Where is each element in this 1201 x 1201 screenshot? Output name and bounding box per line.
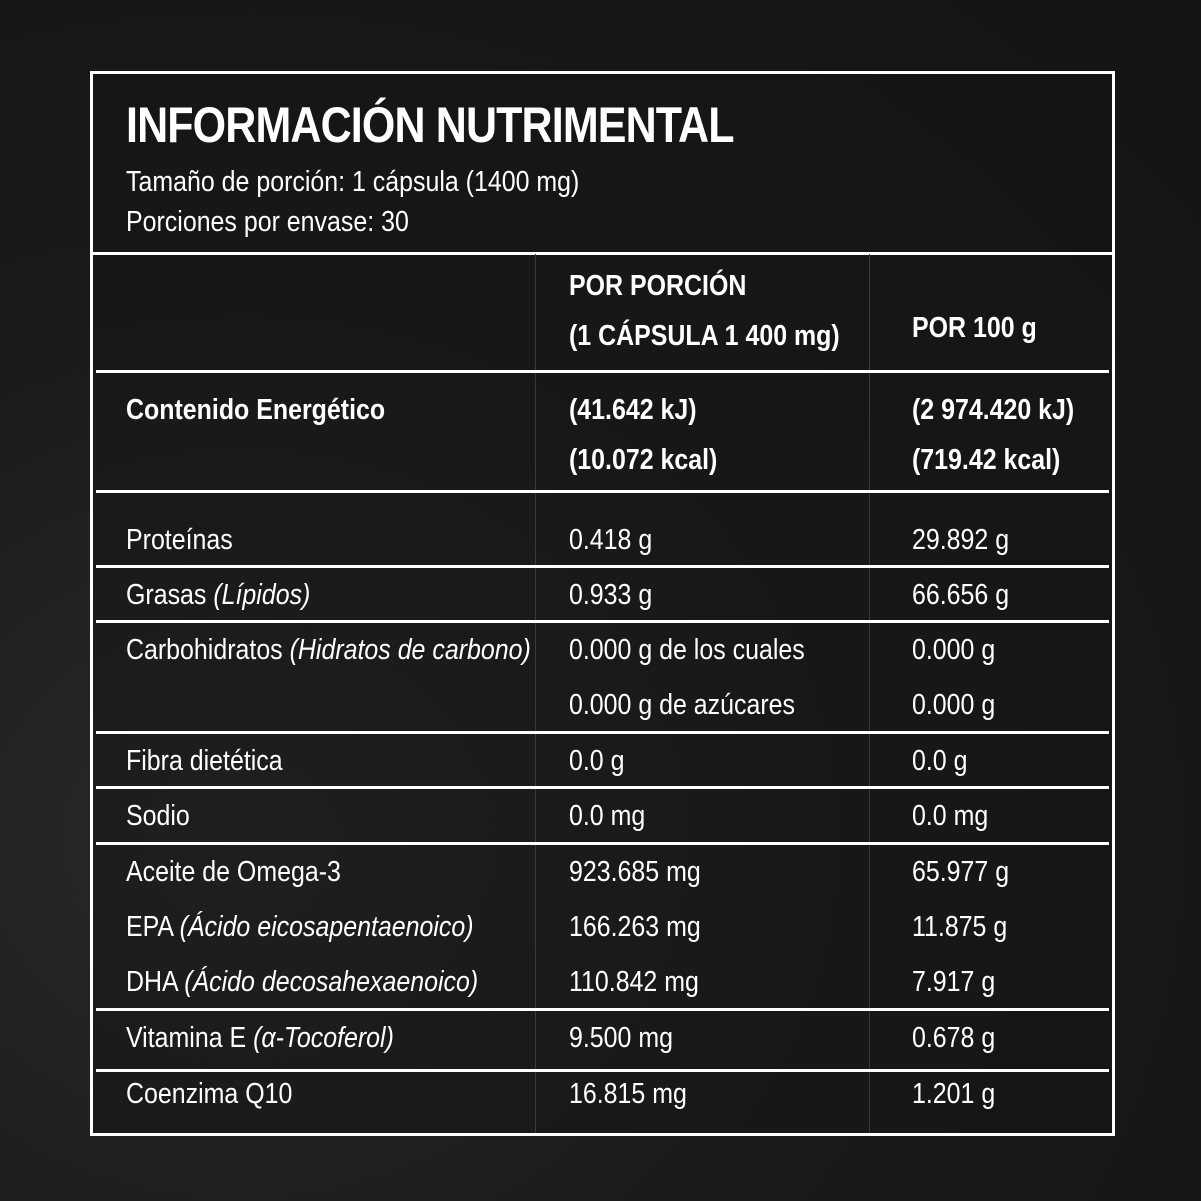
row-divider (96, 490, 1109, 493)
row-divider (96, 1069, 1109, 1072)
nutrient-per100-value: 65.977 g (912, 856, 1010, 888)
nutrient-serving-value: 9.500 mg (569, 1022, 673, 1054)
nutrient-label: EPA (Ácido eicosapentaenoico) (126, 911, 474, 943)
nutrient-per100-value: 1.201 g (912, 1078, 996, 1110)
energy-label: Contenido Energético (126, 394, 386, 426)
energy-per100-kcal: (719.42 kcal) (912, 444, 1061, 476)
nutrient-per100-value: 0.0 g (912, 745, 968, 777)
nutrient-per100-value: 29.892 g (912, 524, 1010, 556)
nutrient-label: Vitamina E (α-Tocoferol) (126, 1022, 394, 1054)
row-divider (96, 620, 1109, 623)
column-header-per-serving-detail: (1 CÁPSULA 1 400 mg) (569, 320, 840, 352)
nutrient-per100-value: 0.0 mg (912, 800, 989, 832)
row-divider (96, 786, 1109, 789)
nutrient-per100-value: 66.656 g (912, 579, 1010, 611)
nutrient-label: Carbohidratos (Hidratos de carbono) (126, 634, 531, 666)
nutrient-serving-value: 166.263 mg (569, 911, 701, 943)
nutrient-serving-value: 0.0 mg (569, 800, 646, 832)
row-divider (96, 842, 1109, 845)
energy-serving-kj: (41.642 kJ) (569, 394, 697, 426)
row-divider (96, 565, 1109, 568)
nutrient-serving-value: 923.685 mg (569, 856, 701, 888)
row-divider (96, 731, 1109, 734)
nutrient-label: Grasas (Lípidos) (126, 579, 311, 611)
servings-per-container: Porciones por envase: 30 (126, 206, 409, 238)
nutrient-per100-value: 11.875 g (912, 911, 1008, 943)
nutrient-label: Proteínas (126, 524, 233, 556)
column-divider (535, 254, 536, 1133)
energy-per100-kj: (2 974.420 kJ) (912, 394, 1075, 426)
nutrient-label: Sodio (126, 800, 190, 832)
nutrient-label: Aceite de Omega-3 (126, 856, 341, 888)
row-divider (96, 1008, 1109, 1011)
nutrition-header: INFORMACIÓN NUTRIMENTAL Tamaño de porció… (93, 74, 1112, 255)
column-header-per-100g: POR 100 g (912, 312, 1037, 344)
nutrient-serving-value: 16.815 mg (569, 1078, 687, 1110)
nutrient-serving-value: 0.0 g (569, 745, 625, 777)
nutrient-per100-value: 0.678 g (912, 1022, 996, 1054)
nutrient-serving-value: 110.842 mg (569, 966, 699, 998)
nutrition-facts-panel: INFORMACIÓN NUTRIMENTAL Tamaño de porció… (90, 71, 1115, 1136)
column-divider (869, 254, 870, 1133)
nutrient-label: Fibra dietética (126, 745, 283, 777)
serving-size: Tamaño de porción: 1 cápsula (1400 mg) (126, 166, 580, 198)
page-title: INFORMACIÓN NUTRIMENTAL (126, 97, 734, 153)
column-header-per-serving: POR PORCIÓN (569, 270, 747, 302)
nutrient-serving-value: 0.418 g (569, 524, 653, 556)
row-divider (96, 370, 1109, 373)
nutrient-serving-value: 0.933 g (569, 579, 653, 611)
nutrient-per100-value: 0.000 g (912, 634, 996, 666)
nutrient-serving-value: 0.000 g de los cuales (569, 634, 805, 666)
nutrient-label: Coenzima Q10 (126, 1078, 293, 1110)
energy-serving-kcal: (10.072 kcal) (569, 444, 718, 476)
sugars-per100-value: 0.000 g (912, 689, 996, 721)
sugars-serving-value: 0.000 g de azúcares (569, 689, 796, 721)
nutrient-per100-value: 7.917 g (912, 966, 996, 998)
nutrient-label: DHA (Ácido decosahexaenoico) (126, 966, 479, 998)
